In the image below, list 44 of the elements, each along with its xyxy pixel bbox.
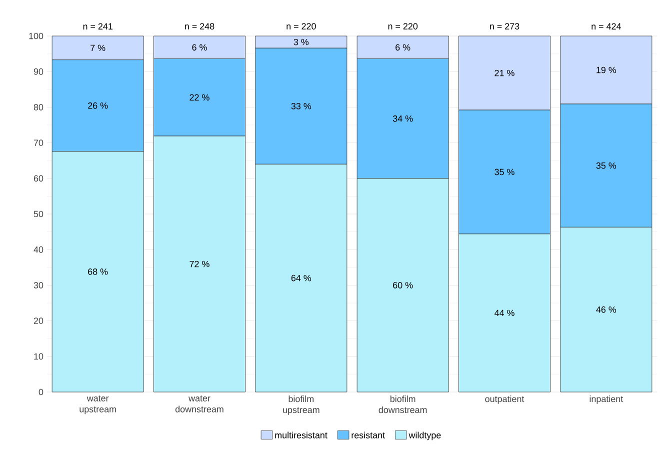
data-label: 33 % <box>291 102 312 110</box>
annotation: n = 248 <box>185 23 214 30</box>
x-tick-label: water downstream <box>175 396 224 412</box>
data-label: 34 % <box>392 115 413 122</box>
x-tick-label: biofilm upstream <box>283 396 320 415</box>
data-label: 7 % <box>90 44 106 52</box>
y-tick-label: 90 <box>34 68 44 75</box>
y-tick-label: 10 <box>34 353 44 360</box>
data-label: 35 % <box>596 162 616 169</box>
x-tick-label: inpatient <box>590 396 624 404</box>
annotation: n = 424 <box>592 23 621 30</box>
data-label: 64 % <box>291 274 312 282</box>
annotation: n = 273 <box>490 23 520 30</box>
y-tick-label: 40 <box>34 246 44 253</box>
data-label: 21 % <box>494 70 514 76</box>
y-tick-label: 80 <box>34 104 44 110</box>
data-label: 6 % <box>396 44 410 51</box>
y-tick-label: 70 <box>34 140 44 146</box>
data-label: 3 % <box>294 38 309 46</box>
data-label: 19 % <box>596 66 616 74</box>
data-label: 68 % <box>88 268 108 275</box>
y-tick-label: 20 <box>34 318 44 324</box>
x-tick-label: outpatient <box>485 396 524 404</box>
legend-label: multiresistant <box>275 432 328 438</box>
data-label: 44 % <box>494 310 514 316</box>
y-tick-label: 100 <box>29 32 44 40</box>
y-tick-label: 50 <box>34 210 44 218</box>
y-tick-label: 0 <box>38 388 44 396</box>
annotation: n = 220 <box>388 23 418 30</box>
legend-label: resistant <box>352 432 385 438</box>
data-label: 46 % <box>596 306 616 313</box>
x-tick-label: water upstream <box>80 396 116 414</box>
legend-label: wildtype <box>408 432 441 440</box>
y-tick-label: 60 <box>34 175 44 182</box>
annotation: n = 220 <box>286 23 316 30</box>
data-label: 60 % <box>393 282 413 288</box>
data-label: 72 % <box>190 260 210 268</box>
data-label: 6 % <box>192 44 207 51</box>
annotation: n = 241 <box>83 23 112 30</box>
data-label: 26 % <box>88 102 108 109</box>
x-tick-label: biofilm downstream <box>378 396 427 414</box>
data-label: 22 % <box>190 94 210 101</box>
y-tick-label: 30 <box>34 282 44 288</box>
data-label: 35 % <box>494 168 514 176</box>
